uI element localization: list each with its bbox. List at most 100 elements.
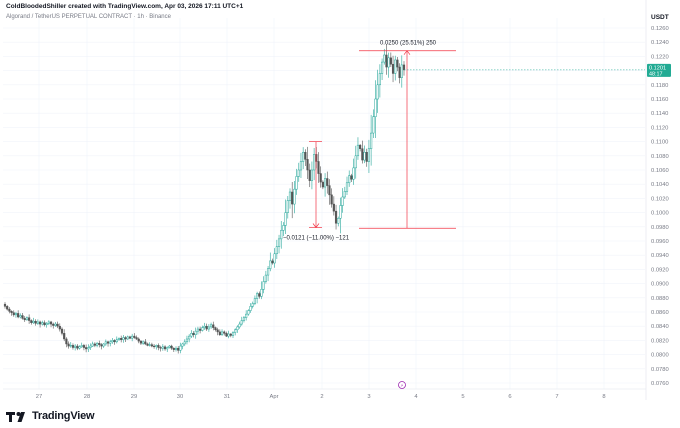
candle-body bbox=[155, 345, 158, 348]
candle-body bbox=[348, 175, 351, 184]
candle-body bbox=[269, 260, 272, 269]
candle-body bbox=[402, 64, 406, 71]
candle-body bbox=[361, 148, 364, 161]
candle-body bbox=[394, 59, 397, 74]
candle-body bbox=[253, 298, 257, 304]
candle-body bbox=[183, 341, 186, 345]
candle-body bbox=[236, 326, 239, 331]
candle-body bbox=[41, 322, 44, 325]
price-tick-label: 0.0940 bbox=[651, 253, 669, 259]
candle-body bbox=[170, 345, 173, 349]
candle-body bbox=[231, 332, 235, 336]
candle-body bbox=[359, 144, 362, 149]
candle-body bbox=[365, 152, 368, 162]
candle-body bbox=[273, 253, 276, 264]
candle-body bbox=[264, 274, 267, 282]
candle-body bbox=[100, 344, 103, 347]
candle-body bbox=[168, 345, 171, 348]
time-tick-label: 7 bbox=[555, 394, 558, 400]
candle-body bbox=[194, 330, 197, 335]
candle-body bbox=[74, 345, 77, 348]
price-tick-label: 0.1260 bbox=[651, 26, 669, 32]
measure-tools[interactable]: 0.0250 (25.51%) 250 −0.0121 (−11.00%) −12… bbox=[283, 41, 456, 242]
tradingview-logo: TradingView bbox=[6, 409, 95, 423]
candle-body bbox=[150, 344, 153, 347]
price-tick-label: 0.0900 bbox=[651, 282, 669, 288]
candle-body bbox=[23, 318, 26, 321]
candle-body bbox=[93, 343, 96, 346]
candle-body bbox=[21, 315, 24, 319]
candle-body bbox=[104, 341, 107, 345]
candle-body bbox=[286, 200, 289, 213]
candle-body bbox=[227, 333, 230, 337]
candle-body bbox=[89, 345, 92, 348]
event-marker-icon[interactable] bbox=[398, 381, 406, 389]
candle-body bbox=[17, 313, 20, 318]
candle-body bbox=[356, 144, 360, 157]
candle-body bbox=[146, 343, 149, 346]
candle-body bbox=[60, 328, 64, 334]
candle-body bbox=[117, 338, 121, 340]
candle-body bbox=[306, 159, 309, 171]
candle-body bbox=[207, 326, 210, 330]
candle-body bbox=[260, 289, 263, 297]
price-tick-label: 0.1040 bbox=[651, 182, 669, 188]
candle-body bbox=[34, 320, 37, 324]
price-tick-label: 0.0780 bbox=[651, 367, 669, 373]
candle-body bbox=[332, 203, 335, 212]
time-tick-label: Apr bbox=[269, 394, 278, 400]
candle-body bbox=[12, 312, 15, 316]
candle-body bbox=[391, 63, 395, 74]
candle-body bbox=[266, 268, 270, 276]
candle-body bbox=[271, 260, 274, 264]
price-tick-label: 0.0880 bbox=[651, 296, 669, 302]
candle-body bbox=[209, 324, 213, 328]
candle-body bbox=[148, 344, 151, 346]
candle-body bbox=[126, 336, 129, 340]
candle-body bbox=[225, 333, 228, 337]
candle-body bbox=[58, 325, 61, 330]
measure-up-arrow bbox=[403, 50, 411, 55]
measure-down-label: −0.0121 (−11.00%) −121 bbox=[283, 236, 350, 242]
candle-body bbox=[185, 338, 189, 343]
candle-body bbox=[282, 225, 285, 231]
time-axis[interactable]: 27 28 29 30 31 Apr 2 3 4 5 6 7 8 ⚡ bbox=[3, 381, 646, 401]
candle-body bbox=[28, 317, 31, 321]
candle-body bbox=[304, 152, 307, 160]
candle-body bbox=[262, 281, 265, 290]
candle-body bbox=[205, 325, 208, 330]
candle-body bbox=[144, 341, 147, 345]
price-tick-label: 0.1220 bbox=[651, 54, 669, 60]
candle-body bbox=[8, 308, 11, 312]
candle-body bbox=[330, 194, 333, 205]
candle-body bbox=[172, 347, 175, 350]
candle-body bbox=[196, 328, 200, 332]
candle-body bbox=[80, 345, 83, 348]
candles bbox=[3, 44, 406, 354]
candle-body bbox=[157, 345, 160, 348]
price-tick-label: 0.1160 bbox=[651, 97, 668, 103]
candle-body bbox=[78, 346, 81, 349]
candle-body bbox=[109, 341, 112, 344]
candle-body bbox=[374, 98, 377, 117]
price-tick-label: 0.0920 bbox=[651, 267, 669, 273]
price-tick-label: 0.1020 bbox=[651, 196, 669, 202]
candle-body bbox=[85, 347, 88, 350]
candle-body bbox=[133, 335, 136, 338]
candle-body bbox=[120, 338, 123, 340]
candle-body bbox=[293, 188, 296, 205]
price-axis[interactable]: USDT 0.12600.12400.12200.12000.11800.116… bbox=[404, 0, 671, 400]
candle-body bbox=[131, 335, 134, 339]
candle-body bbox=[32, 320, 35, 323]
bar-countdown: 48:17 bbox=[649, 71, 663, 77]
current-price-badge bbox=[647, 63, 671, 77]
candle-body bbox=[251, 303, 254, 307]
candle-body bbox=[223, 331, 226, 334]
candle-body bbox=[10, 311, 13, 313]
candle-body bbox=[277, 238, 281, 247]
candle-body bbox=[326, 178, 329, 186]
candle-body bbox=[45, 323, 48, 326]
candle-body bbox=[214, 327, 217, 330]
candle-body bbox=[216, 329, 219, 333]
